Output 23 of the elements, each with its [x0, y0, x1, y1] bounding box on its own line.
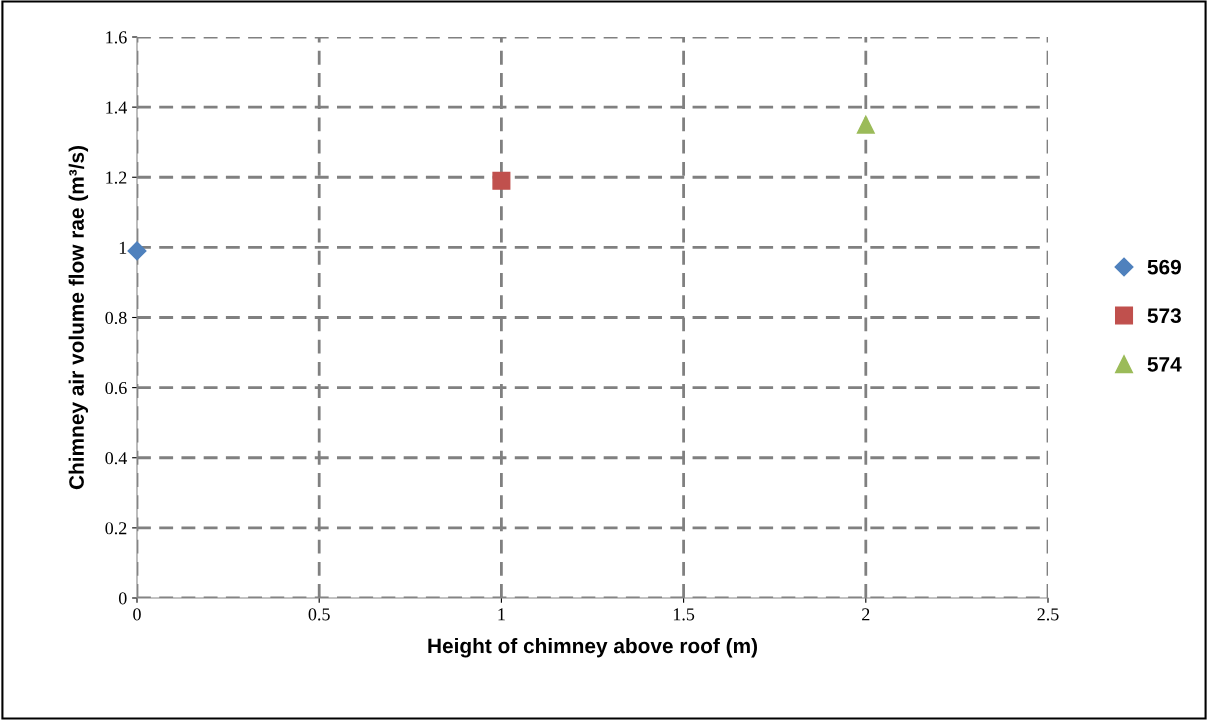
y-tick-label: 1.6: [106, 31, 127, 44]
x-tick-label: 2.5: [1037, 608, 1059, 621]
y-tick-label: 1.2: [106, 171, 127, 184]
y-tick-label: 0.2: [105, 522, 127, 535]
legend-label: 573: [1147, 308, 1181, 324]
y-tick-label: 1: [119, 241, 127, 254]
legend-label: 569: [1147, 259, 1181, 275]
x-tick-label: 0.5: [308, 608, 330, 621]
y-tick-label: 0.8: [105, 311, 127, 325]
point: [856, 115, 875, 134]
x-tick-label: 0: [133, 608, 141, 621]
y-tick-label: 0.6: [105, 381, 127, 395]
y-tick-label: 0: [118, 592, 127, 605]
point: [492, 171, 511, 190]
y-tick-label: 0.4: [105, 452, 127, 465]
x-tick-label: 1.5: [673, 608, 695, 621]
x-tick-label: 1: [498, 608, 505, 621]
point: [127, 241, 147, 261]
legend-label: 574: [1147, 357, 1182, 372]
x-axis-title: Height of chimney above roof (m): [428, 637, 757, 658]
y-axis-title: Chimney air volume flow rae (m³/s): [68, 146, 89, 490]
y-tick-label: 1.4: [106, 101, 127, 114]
x-tick-label: 2: [862, 608, 870, 621]
